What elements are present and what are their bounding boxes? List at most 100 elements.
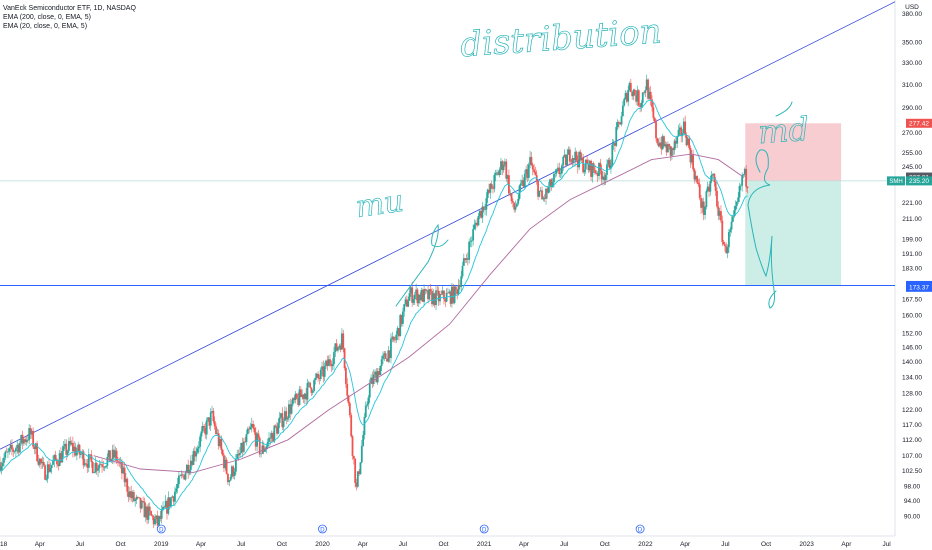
candle-body: [103, 467, 106, 468]
candle-body: [421, 289, 424, 302]
candle-body: [280, 413, 282, 418]
candle-body: [534, 172, 537, 176]
candle-body: [132, 492, 135, 502]
candle-body: [4, 451, 7, 458]
y-tick-label: 117.00: [902, 422, 922, 429]
candle-body: [168, 497, 171, 507]
y-tick-label: 380.00: [902, 11, 922, 18]
candle-body: [22, 439, 25, 444]
candle-body: [204, 427, 207, 435]
candle-body: [465, 258, 468, 260]
candle-body: [466, 258, 469, 260]
candle-body: [346, 383, 349, 396]
candle-body: [155, 515, 158, 519]
candle-body: [562, 156, 565, 166]
candle-body: [15, 448, 17, 452]
candle-body: [547, 187, 550, 193]
candle-body: [517, 198, 520, 204]
candle-body: [451, 286, 453, 304]
candle-body: [167, 497, 170, 514]
candle-body: [118, 461, 121, 463]
candle-body: [610, 164, 612, 169]
candle-body: [216, 433, 219, 435]
candle-body: [257, 433, 260, 438]
candle-body: [192, 450, 195, 465]
candle-body: [716, 190, 718, 207]
candle-body: [128, 491, 131, 498]
md-drop-stroke: [747, 101, 793, 309]
y-tick-label: 122.00: [902, 407, 922, 414]
candle-body: [289, 404, 292, 414]
candle-body: [335, 343, 338, 351]
candle-body: [40, 458, 42, 464]
candle-body: [352, 455, 355, 459]
candle-body: [550, 179, 553, 188]
mu-arrow-stroke: [395, 223, 449, 307]
candle-body: [493, 174, 496, 189]
candle-body: [170, 497, 172, 507]
candle-body: [179, 475, 182, 477]
candle-body: [669, 145, 672, 156]
candle-body: [717, 206, 720, 216]
candle-body: [146, 506, 149, 520]
candle-body: [681, 133, 684, 137]
candle-body: [468, 241, 471, 260]
candle-body: [575, 151, 578, 160]
candle-body: [688, 138, 691, 148]
candle-body: [428, 289, 431, 300]
candle-body: [437, 290, 440, 302]
candle-body: [542, 197, 545, 200]
candle-body: [28, 428, 31, 441]
candle-body: [682, 121, 685, 134]
y-tick-label: 191.00: [902, 251, 922, 258]
candle-body: [272, 433, 274, 442]
candle-body: [86, 463, 89, 468]
candle-body: [33, 446, 36, 450]
candle-body: [56, 459, 58, 465]
candle-body: [640, 102, 643, 108]
candle-body: [123, 467, 126, 483]
candle-body: [111, 449, 114, 460]
candle-body: [117, 460, 119, 462]
candle-body: [651, 99, 653, 108]
y-tick-label: 199.00: [902, 237, 922, 244]
candle-body: [21, 434, 24, 444]
candle-body: [399, 314, 402, 337]
candle-body: [510, 193, 513, 202]
risk-zone: [745, 123, 842, 181]
candle-body: [319, 369, 322, 379]
candle-body: [188, 469, 191, 474]
candle-body: [741, 175, 744, 186]
candle-body: [0, 466, 3, 472]
y-tick-label: 310.00: [902, 82, 922, 89]
candle-body: [505, 161, 508, 179]
candle-body: [731, 216, 734, 222]
candle-body: [237, 454, 240, 456]
dividend-marker-icon: [635, 524, 645, 534]
candle-body: [37, 461, 40, 465]
candle-body: [525, 169, 528, 174]
candle-body: [311, 390, 314, 393]
x-tick-label: Jul: [560, 541, 569, 548]
x-tick-label: Apr: [841, 541, 852, 548]
candle-body: [219, 439, 221, 447]
x-tick-label: 2022: [638, 541, 653, 548]
candle-body: [134, 499, 137, 502]
candle-body: [162, 506, 164, 510]
x-tick-label: Jul: [721, 541, 730, 548]
candle-body: [326, 360, 329, 367]
candle-body: [469, 241, 472, 242]
candle-body: [74, 446, 77, 456]
candle-body: [317, 373, 319, 378]
y-tick-label: 140.00: [902, 359, 922, 366]
candle-body: [436, 290, 439, 291]
candle-body: [672, 148, 675, 151]
candle-body: [25, 439, 28, 443]
candle-body: [574, 151, 577, 161]
candle-body: [554, 173, 557, 174]
x-tick-label: 2021: [477, 541, 492, 548]
candle-body: [586, 159, 588, 165]
candle-body: [411, 287, 414, 303]
candle-body: [489, 183, 492, 193]
